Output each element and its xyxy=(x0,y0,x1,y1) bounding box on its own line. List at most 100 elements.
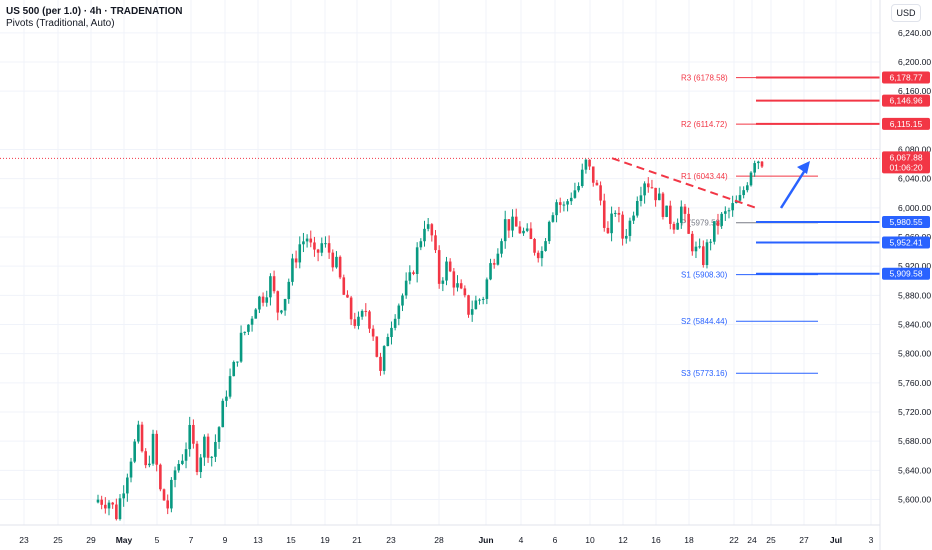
price-badge-label: 6,178.77 xyxy=(889,72,922,82)
candle-body xyxy=(305,238,309,242)
candle-body xyxy=(254,309,258,319)
candle-body xyxy=(199,457,203,473)
candle-body xyxy=(412,272,415,274)
price-tick-label: 6,200.00 xyxy=(898,57,931,67)
current-price-badge xyxy=(882,151,930,174)
candle-body xyxy=(159,464,162,490)
candle-body xyxy=(111,502,114,505)
candle-body xyxy=(731,203,734,211)
candle-body xyxy=(474,300,478,310)
current-price-label: 6,067.88 xyxy=(889,152,922,162)
candle-body xyxy=(261,296,265,303)
time-tick-label: 23 xyxy=(19,535,29,545)
candle-body xyxy=(360,310,364,317)
candle-body xyxy=(192,424,195,444)
candle-body xyxy=(507,219,511,231)
price-tick-label: 6,080.00 xyxy=(898,144,931,154)
candle-body xyxy=(584,159,588,170)
candle-body xyxy=(456,283,459,288)
candle-body xyxy=(258,296,261,310)
candle-body xyxy=(525,228,529,231)
candlestick-series xyxy=(96,158,764,521)
candle-body xyxy=(742,190,745,196)
candle-body xyxy=(551,215,555,222)
time-tick-label: 7 xyxy=(189,535,194,545)
candle-body xyxy=(386,337,390,347)
candle-body xyxy=(536,252,540,259)
candle-body xyxy=(232,361,236,377)
price-badge-label: 5,980.55 xyxy=(889,217,922,227)
candle-body xyxy=(599,185,602,201)
candle-body xyxy=(430,224,434,236)
candle-body xyxy=(342,277,346,295)
price-axis[interactable]: 6,240.00 6,200.00 6,160.00 6,080.00 6,040.00… xyxy=(879,0,931,550)
candle-body xyxy=(481,298,485,300)
candle-body xyxy=(690,233,694,252)
candle-body xyxy=(129,461,133,478)
pivot-lines: R3 (6178.58) R2 (6114.72) R1 (6043.44) P (5… xyxy=(0,74,880,378)
candle-body xyxy=(302,241,305,245)
candle-body xyxy=(214,441,217,457)
candle-body xyxy=(225,396,228,401)
price-tick-label: 5,680.00 xyxy=(898,436,931,446)
candle-body xyxy=(562,204,566,206)
candle-body xyxy=(390,327,393,338)
candle-body xyxy=(676,222,679,230)
candle-body xyxy=(558,202,562,205)
candle-body xyxy=(133,441,136,462)
time-tick-label: 22 xyxy=(729,535,739,545)
candle-body xyxy=(727,210,731,212)
time-axis[interactable]: 23 25 29 May 5 7 9 13 15 19 21 23 28 Jun 4 6 10 12 16 18 22 2… xyxy=(0,524,880,545)
candle-body xyxy=(588,159,591,167)
candle-body xyxy=(408,272,412,281)
candle-body xyxy=(452,271,456,288)
bar-countdown-label: 01:06:20 xyxy=(889,162,922,172)
price-tick-label: 5,920.00 xyxy=(898,261,931,271)
annotations xyxy=(611,76,880,275)
candle-body xyxy=(375,336,379,357)
candle-body xyxy=(445,261,448,281)
pivot-label: S1 (5908.30) xyxy=(681,271,728,280)
candle-body xyxy=(617,212,621,215)
time-tick-label: 21 xyxy=(352,535,362,545)
symbol-title[interactable]: US 500 (per 1.0) · 4h · TRADENATION xyxy=(6,6,183,17)
candle-body xyxy=(228,376,232,397)
projection-arrow-shaft xyxy=(779,166,809,209)
price-badge xyxy=(882,117,930,130)
candle-body xyxy=(657,193,661,201)
candle-body xyxy=(665,205,668,217)
candle-body xyxy=(698,246,701,248)
price-badge xyxy=(882,71,930,84)
candle-body xyxy=(320,243,324,253)
currency-button[interactable]: USD xyxy=(891,4,921,22)
candle-body xyxy=(518,226,522,234)
candle-body xyxy=(705,242,709,266)
price-tick-label: 6,240.00 xyxy=(898,28,931,38)
price-badge-label: 6,146.96 xyxy=(889,96,922,106)
indicator-label[interactable]: Pivots (Traditional, Auto) xyxy=(6,18,115,29)
candle-body xyxy=(595,182,599,186)
candle-body xyxy=(144,451,147,466)
candle-body xyxy=(265,297,269,303)
time-tick-label: 9 xyxy=(223,535,228,545)
time-tick-label: Jul xyxy=(830,535,842,545)
price-badge xyxy=(882,94,930,107)
candle-body xyxy=(683,206,687,214)
candle-body xyxy=(661,193,665,217)
time-tick-label: 25 xyxy=(53,535,63,545)
candle-body xyxy=(672,223,676,230)
time-tick-label: May xyxy=(116,535,133,545)
candle-body xyxy=(239,332,243,362)
candle-body xyxy=(272,276,276,292)
price-tick-label: 5,760.00 xyxy=(898,378,931,388)
candle-body xyxy=(687,213,690,234)
price-badge xyxy=(882,215,930,228)
candle-body xyxy=(397,305,401,319)
candle-body xyxy=(280,310,283,313)
price-badge-label: 5,909.58 xyxy=(889,269,922,279)
candle-body xyxy=(639,195,643,201)
candle-body xyxy=(635,200,639,216)
candle-body xyxy=(243,331,247,333)
candle-body xyxy=(514,216,518,227)
